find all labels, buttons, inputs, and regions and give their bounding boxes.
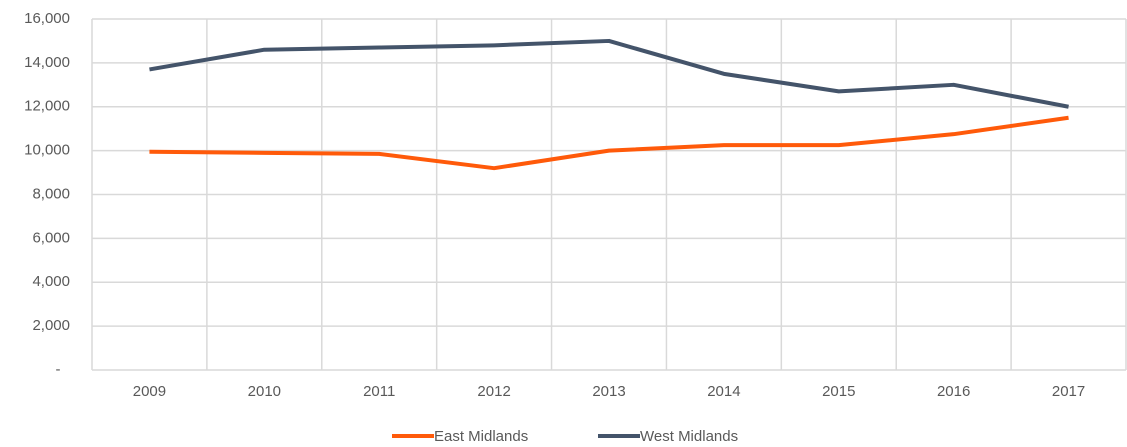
x-tick-label: 2012: [477, 383, 510, 400]
x-tick-label: 2009: [133, 383, 166, 400]
y-tick-label: 14,000: [24, 54, 70, 71]
y-tick-label: 8,000: [32, 185, 70, 202]
legend-label: West Midlands: [640, 428, 738, 445]
x-tick-label: 2010: [248, 383, 281, 400]
y-tick-label: -: [56, 361, 61, 378]
x-tick-label: 2017: [1052, 383, 1085, 400]
y-tick-label: 6,000: [32, 229, 70, 246]
y-tick-label: 16,000: [24, 10, 70, 27]
y-tick-label: 2,000: [32, 317, 70, 334]
y-tick-label: 12,000: [24, 98, 70, 115]
x-tick-label: 2013: [592, 383, 625, 400]
x-tick-label: 2016: [937, 383, 970, 400]
legend-label: East Midlands: [434, 428, 528, 445]
x-tick-label: 2014: [707, 383, 740, 400]
line-series: [149, 115, 1069, 171]
y-tick-label: 4,000: [32, 273, 70, 290]
x-tick-label: 2015: [822, 383, 855, 400]
line-series: [149, 38, 1069, 109]
x-tick-label: 2011: [363, 383, 395, 400]
y-tick-label: 10,000: [24, 142, 70, 159]
